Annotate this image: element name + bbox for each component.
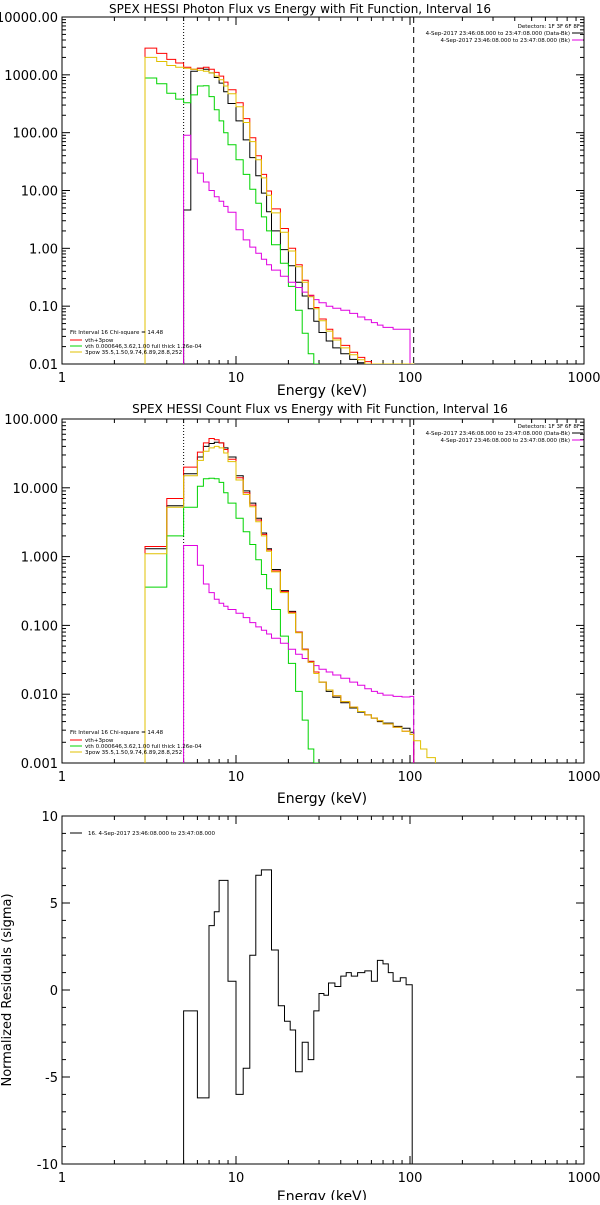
series-magenta-model (183, 545, 415, 763)
y-tick-label: 10.000 (13, 482, 59, 497)
x-tick-label: 100 (398, 770, 423, 785)
x-tick-label: 1 (58, 770, 66, 785)
y-tick-label: 1000.00 (4, 69, 58, 84)
fit-interval-text: Fit Interval 16 Chi-square = 14.48 (70, 730, 164, 736)
y-tick-label: 1.000 (21, 551, 58, 566)
x-tick-label: 1 (58, 1171, 66, 1186)
vth-params-text: vth 0.000646,3.62,1.00 full thick 1.26e-… (85, 344, 202, 350)
count-flux-header-legend: Detectors: 1F 3F 6F 8F 4-Sep-2017 23:46:… (426, 424, 583, 444)
residuals-panel: 1 10 100 1000 -10 -5 0 5 10 16. 4-Sep-2017 23:46… (0, 810, 600, 1205)
y-tick-label: 0.01 (29, 358, 58, 373)
detectors-text: Detectors: 1F 3F 6F 8F (518, 24, 580, 30)
bk-interval-text: 4-Sep-2017 23:46:08.000 to 23:47:08.000 … (441, 438, 571, 444)
y-tick-label: 0.010 (21, 688, 58, 703)
bk-interval-text: 4-Sep-2017 23:46:08.000 to 23:47:08.000 … (441, 38, 571, 44)
series-yellow-model (144, 445, 436, 763)
count-flux-chart-title: SPEX HESSI Count Flux vs Energy with Fit… (132, 402, 508, 416)
photon-flux-panel: SPEX HESSI Photon Flux vs Energy with Fi… (0, 2, 600, 399)
x-tick-label: 1 (58, 371, 66, 386)
x-tick-label: 10 (228, 1171, 245, 1186)
series-black-residuals (183, 869, 413, 1164)
3pow-params-text: 3pow 35.5,1.50,9.74,6.89,28.8,252 (85, 750, 182, 756)
y-tick-label: 10.00 (21, 185, 58, 200)
series-yellow-model (144, 56, 415, 364)
x-tick-label: 10 (228, 371, 245, 386)
x-tick-label: 100 (398, 1171, 423, 1186)
detectors-text: Detectors: 1F 3F 6F 8F (518, 424, 580, 430)
x-tick-label: 1000 (567, 1171, 600, 1186)
x-tick-label: 10 (228, 770, 245, 785)
y-tick-label: 10000.00 (0, 11, 58, 26)
photon-flux-fit-legend: Fit Interval 16 Chi-square = 14.48 vth+3… (70, 330, 202, 356)
residuals-legend: 16. 4-Sep-2017 23:46:08.000 to 23:47:08.… (70, 831, 215, 837)
x-tick-label: 1000 (567, 770, 600, 785)
residuals-legend-text: 16. 4-Sep-2017 23:46:08.000 to 23:47:08.… (88, 831, 215, 837)
y-tick-label: 5 (50, 897, 58, 912)
y-tick-label: -10 (37, 1158, 58, 1173)
series-green-model (144, 77, 320, 364)
vth-params-text: vth 0.000646,3.62,1.00 full thick 1.26e-… (85, 744, 202, 750)
fit-function-text: vth+3pow (85, 338, 114, 344)
x-tick-label: 1000 (567, 371, 600, 386)
3pow-params-text: 3pow 35.5,1.50,9.74,6.89,28.8,252 (85, 350, 182, 356)
photon-flux-chart-title: SPEX HESSI Photon Flux vs Energy with Fi… (109, 2, 491, 16)
series-magenta-model (183, 134, 411, 364)
photon-flux-x-axis-label: Energy (keV) (277, 383, 367, 399)
count-flux-fit-legend: Fit Interval 16 Chi-square = 14.48 vth+3… (70, 730, 202, 756)
fit-interval-text: Fit Interval 16 Chi-square = 14.48 (70, 330, 164, 336)
count-flux-x-axis-label: Energy (keV) (277, 791, 367, 807)
y-tick-label: 0.10 (29, 300, 58, 315)
y-tick-label: 10 (41, 810, 58, 825)
y-tick-label: -5 (45, 1071, 58, 1086)
y-tick-label: 100.000 (4, 413, 58, 428)
y-tick-label: 0.100 (21, 619, 58, 634)
count-flux-panel: SPEX HESSI Count Flux vs Energy with Fit… (4, 402, 600, 807)
y-tick-label: 100.00 (13, 127, 59, 142)
data-minus-bk-interval-text: 4-Sep-2017 23:46:08.000 to 23:47:08.000 … (426, 431, 570, 437)
photon-flux-header-legend: Detectors: 1F 3F 6F 8F 4-Sep-2017 23:46:… (426, 24, 583, 44)
plot-frame (61, 418, 585, 764)
y-tick-label: 0 (50, 984, 58, 999)
residuals-x-axis-label: Energy (keV) (277, 1189, 367, 1200)
residuals-y-axis-label: Normalized Residuals (sigma) (0, 893, 15, 1086)
y-tick-label: 1.00 (29, 242, 58, 257)
x-tick-label: 100 (398, 371, 423, 386)
y-tick-label: 0.001 (21, 757, 58, 772)
fit-function-text: vth+3pow (85, 738, 114, 744)
series-green-model (144, 477, 320, 763)
data-minus-bk-interval-text: 4-Sep-2017 23:46:08.000 to 23:47:08.000 … (426, 31, 570, 37)
